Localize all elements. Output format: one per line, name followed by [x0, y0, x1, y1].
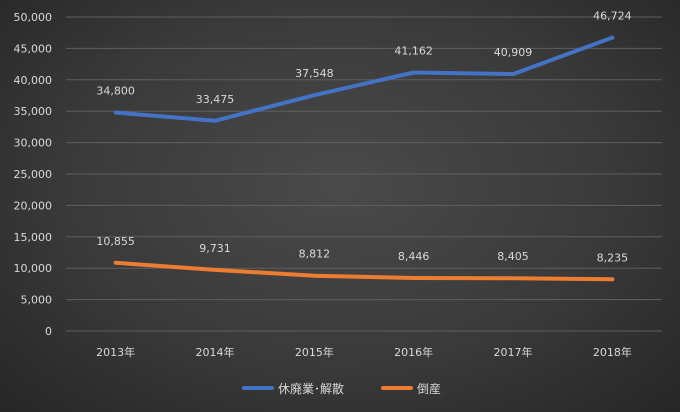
y-tick-label: 0 [45, 325, 52, 338]
y-axis-ticks: 0 5,000 10,000 15,000 20,000 25,000 30,000 35,0… [14, 11, 53, 338]
y-tick-label: 30,000 [14, 137, 53, 150]
data-label: 37,548 [295, 67, 334, 80]
data-label: 46,724 [593, 10, 632, 23]
legend-label-1: 休廃業･解散 [278, 381, 344, 396]
series-line-2 [113, 260, 615, 282]
x-tick-label: 2017年 [494, 345, 533, 359]
data-label: 8,812 [299, 248, 331, 261]
data-labels: 34,800 33,475 37,548 41,162 40,909 46,724 10,8… [96, 10, 631, 265]
x-tick-label: 2016年 [394, 345, 433, 359]
y-tick-label: 15,000 [14, 231, 53, 244]
legend: 休廃業･解散 倒産 [242, 381, 441, 396]
data-label: 41,162 [394, 45, 433, 58]
data-label: 8,405 [497, 250, 529, 263]
data-label: 33,475 [196, 93, 235, 106]
legend-label-2: 倒産 [417, 381, 441, 396]
x-axis-ticks: 2013年 2014年 2015年 2016年 2017年 2018年 [96, 345, 632, 359]
series-line-1 [113, 35, 615, 123]
y-tick-label: 50,000 [14, 11, 53, 24]
y-tick-label: 10,000 [14, 262, 53, 275]
data-label: 10,855 [96, 235, 135, 248]
x-tick-label: 2013年 [96, 345, 135, 359]
x-tick-label: 2015年 [295, 345, 334, 359]
data-label: 40,909 [494, 46, 533, 59]
data-label: 8,235 [597, 251, 629, 264]
data-label: 9,731 [199, 242, 231, 255]
y-tick-label: 40,000 [14, 74, 53, 87]
y-tick-label: 45,000 [14, 42, 53, 55]
data-label: 34,800 [96, 84, 135, 97]
x-tick-label: 2014年 [196, 345, 235, 359]
y-tick-label: 25,000 [14, 168, 53, 181]
y-tick-label: 20,000 [14, 199, 53, 212]
series-lines [113, 35, 615, 282]
x-tick-label: 2018年 [593, 345, 632, 359]
y-tick-label: 5,000 [21, 294, 53, 307]
gridlines [66, 16, 662, 332]
data-label: 8,446 [398, 250, 430, 263]
y-tick-label: 35,000 [14, 105, 53, 118]
